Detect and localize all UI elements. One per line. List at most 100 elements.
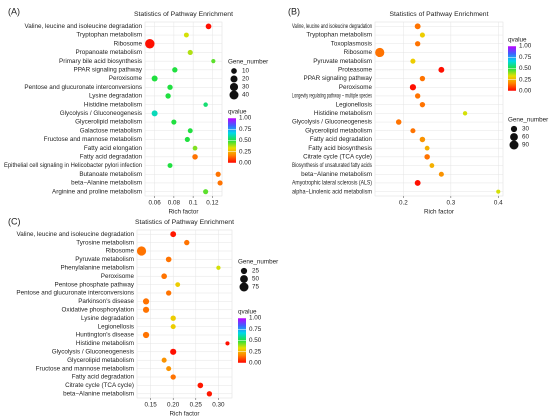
color-tick-label: 1.00 <box>249 315 262 322</box>
size-legend-label: 25 <box>252 268 260 275</box>
x-tick-label: 0.15 <box>144 402 157 409</box>
x-tick-label: 0.06 <box>148 200 161 207</box>
point <box>192 154 198 160</box>
point <box>167 84 173 90</box>
y-tick-label: Butanoate metabolism <box>79 171 142 178</box>
point <box>170 324 176 330</box>
size-legend-key <box>510 125 518 133</box>
point <box>203 189 209 195</box>
y-tick-label: Proteasome <box>338 67 372 74</box>
y-tick-label: Glycerolipid metabolism <box>67 357 134 364</box>
point <box>496 189 501 194</box>
point <box>414 23 421 30</box>
point <box>161 357 167 363</box>
point <box>142 306 150 313</box>
point <box>187 49 193 56</box>
y-tick-label: PPAR signaling pathway <box>74 67 143 74</box>
y-tick-label: PPAR signaling pathway <box>304 75 373 82</box>
point <box>161 273 167 280</box>
point <box>414 180 421 186</box>
panel-label: (C) <box>8 216 21 226</box>
x-tick-label: 0.4 <box>494 200 503 207</box>
point <box>184 136 190 143</box>
y-tick-label: Fructose and mannose metabolism <box>44 136 142 143</box>
point <box>414 41 421 47</box>
point <box>225 341 230 346</box>
color-tick-label: 0.25 <box>239 148 252 155</box>
color-tick-label: 0.75 <box>519 54 532 61</box>
size-legend-key <box>240 267 248 275</box>
plot-area <box>144 21 223 197</box>
y-tick-label: Galactose metabolism <box>80 127 142 134</box>
point <box>410 128 416 134</box>
size-legend-key <box>240 275 248 283</box>
chart-title: Statistics of Pathway Enrichment <box>390 11 489 18</box>
y-tick-label: Glycolysis / Gluconeogenesis <box>292 119 372 126</box>
y-tick-label: Valine, leucine and isoleucine degradati… <box>24 23 142 30</box>
point <box>136 246 147 256</box>
color-tick-label: 0.00 <box>519 88 532 95</box>
y-tick-label: Fatty acid degradation <box>80 154 143 161</box>
point <box>419 75 426 82</box>
point <box>215 171 221 177</box>
x-tick-label: 0.12 <box>206 200 219 207</box>
y-tick-label: Toxoplasmosis <box>331 40 372 47</box>
y-tick-label: Fatty acid degradation <box>310 136 373 143</box>
size-legend-label: 50 <box>252 276 260 283</box>
plot-area <box>136 229 233 399</box>
color-legend-title: qvalue <box>228 109 247 116</box>
y-tick-label: Ribosome <box>114 40 143 47</box>
point <box>175 282 181 288</box>
size-legend-title: Gene_number <box>228 59 268 66</box>
color-legend-title: qvalue <box>508 37 527 44</box>
x-tick-label: 0.25 <box>190 402 203 409</box>
color-tick-label: 0.25 <box>519 76 532 83</box>
x-axis-label: Rich factor <box>424 209 454 216</box>
chart-title: Statistics of Pathway Enrichment <box>134 11 233 18</box>
size-legend-label: 40 <box>242 92 250 99</box>
size-legend-key <box>229 90 239 100</box>
panel-label: (A) <box>8 6 20 16</box>
y-tick-label: beta−Alanine metabolism <box>63 390 134 397</box>
point <box>375 47 385 58</box>
point <box>170 374 176 380</box>
y-tick-label: Glycolysis / Gluconeogenesis <box>60 110 142 117</box>
size-legend-label: 60 <box>522 134 530 141</box>
point <box>438 66 445 73</box>
point <box>166 366 172 372</box>
y-tick-label: Pentose and glucuronate interconversions <box>16 290 134 297</box>
y-tick-label: beta−Alanine metabolism <box>71 180 142 187</box>
size-legend-title: Gene_number <box>508 117 548 124</box>
color-tick-label: 0.50 <box>519 65 532 72</box>
y-tick-label: alpha−Linolenic acid metabolism <box>292 188 372 195</box>
color-tick-label: 0.50 <box>249 337 262 344</box>
y-tick-label: Histidine metabolism <box>84 101 142 108</box>
point <box>395 119 402 125</box>
size-legend-key <box>230 75 238 83</box>
point <box>170 231 177 238</box>
point <box>167 163 173 169</box>
y-tick-label: Citrate cycle (TCA cycle) <box>303 154 372 161</box>
point <box>462 111 468 116</box>
point <box>205 23 212 30</box>
point <box>419 101 426 108</box>
point <box>187 128 193 134</box>
y-tick-label: Valine, leucine and isoleucine degradati… <box>292 23 372 30</box>
y-tick-label: Glycerolipid metabolism <box>75 119 142 126</box>
color-tick-label: 1.00 <box>519 43 532 50</box>
point <box>170 315 176 321</box>
point <box>183 32 189 38</box>
y-tick-label: Citrate cycle (TCA cycle) <box>65 382 134 389</box>
size-legend-title: Gene_number <box>238 259 278 266</box>
point <box>429 163 435 168</box>
point <box>165 290 172 296</box>
size-legend-key <box>509 140 519 150</box>
size-legend-label: 30 <box>242 84 250 91</box>
y-tick-label: Phenylalanine metabolism <box>60 264 134 271</box>
point <box>151 110 158 117</box>
y-tick-label: Lysine degradation <box>89 93 142 100</box>
size-legend-key <box>510 133 518 141</box>
point <box>171 119 177 125</box>
size-legend-label: 20 <box>242 76 250 83</box>
y-tick-label: Histidine metabolism <box>76 340 134 347</box>
